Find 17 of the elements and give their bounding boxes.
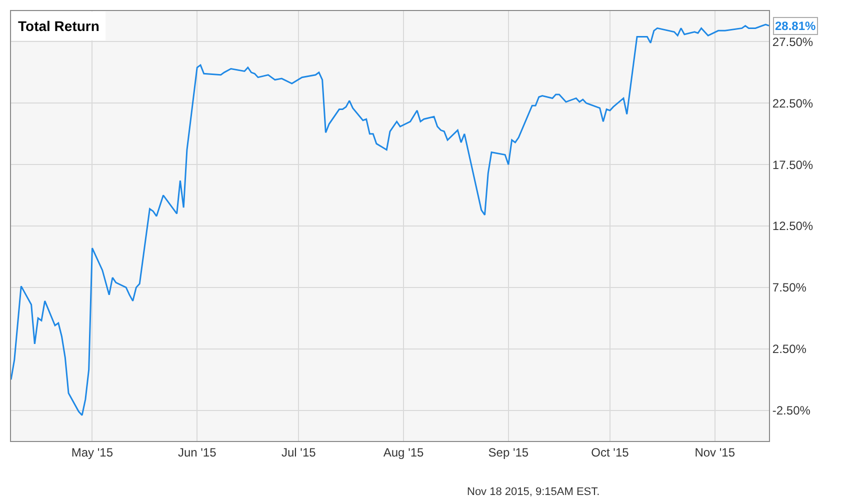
y-tick-label: 17.50% (772, 158, 814, 172)
text: Total Return (18, 18, 100, 34)
x-tick-label: Nov '15 (694, 445, 736, 460)
x-tick-label: Jul '15 (281, 445, 316, 460)
x-tick-label: Sep '15 (488, 445, 529, 460)
y-tick-label: 2.50% (772, 342, 807, 356)
y-tick-label: 27.50% (772, 34, 814, 49)
x-tick-label: Aug '15 (383, 445, 424, 460)
x-tick-label: May '15 (71, 445, 114, 460)
y-tick-label: 7.50% (772, 280, 807, 295)
text: Nov 18 2015, 9:15AM EST. (467, 486, 600, 498)
annotation: 28.81% (775, 19, 816, 33)
x-tick-label: Oct '15 (591, 445, 630, 460)
x-tick-label: Jun '15 (178, 445, 217, 460)
y-tick-label: -2.50% (772, 403, 811, 418)
y-tick-label: 12.50% (772, 219, 814, 234)
y-tick-label: 22.50% (772, 96, 814, 110)
